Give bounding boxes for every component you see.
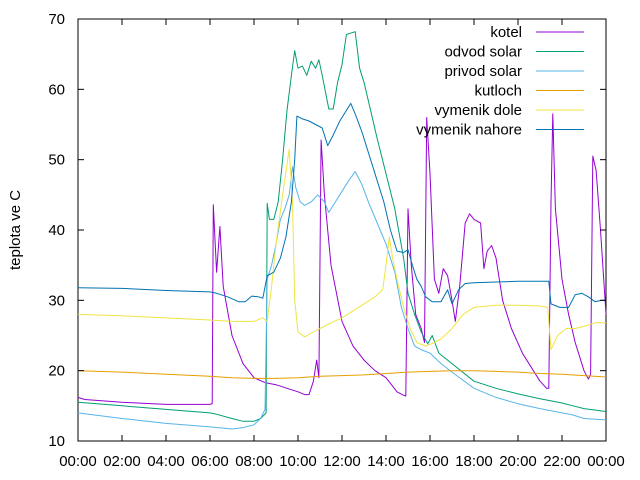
- x-tick-label: 22:00: [543, 453, 581, 470]
- y-tick-label: 40: [48, 222, 65, 239]
- x-tick-label: 16:00: [411, 453, 449, 470]
- legend: kotel odvod solar privod solar kutloch vymen…: [416, 24, 584, 139]
- legend-label: odvod solar: [444, 44, 522, 61]
- x-tick-label: 14:00: [367, 453, 405, 470]
- legend-label: vymenik dole: [434, 102, 522, 119]
- x-tick-label: 02:00: [103, 453, 141, 470]
- legend-label: kotel: [490, 24, 522, 41]
- y-tick-label: 20: [48, 363, 65, 380]
- series-line-vymenik-nahore: [77, 102, 606, 308]
- x-tick-label: 10:00: [279, 453, 317, 470]
- x-tick-label: 06:00: [191, 453, 229, 470]
- x-tick-label: 08:00: [235, 453, 273, 470]
- y-tick-label: 30: [48, 292, 65, 309]
- axis-ticks: 10 20 30 40 50 60 70 00:00 02:00 04:00 06:00 08:00 1…: [48, 11, 624, 470]
- y-tick-label: 70: [48, 11, 65, 28]
- x-tick-label: 00:00: [59, 453, 97, 470]
- series-line-kutloch: [77, 370, 607, 379]
- legend-label: kutloch: [474, 83, 522, 100]
- series-layer: [77, 31, 607, 430]
- series-line-odvod-solar: [77, 31, 607, 422]
- x-tick-label: 00:00: [587, 453, 625, 470]
- x-tick-label: 20:00: [499, 453, 537, 470]
- series-line-kotel: [77, 113, 607, 405]
- legend-label: privod solar: [444, 63, 522, 80]
- y-axis-title: teplota ve C: [7, 190, 24, 270]
- y-tick-label: 60: [48, 81, 65, 98]
- series-line-privod-solar: [77, 166, 607, 430]
- series-line-vymenik-dole: [77, 148, 606, 351]
- x-tick-label: 18:00: [455, 453, 493, 470]
- y-tick-label: 10: [48, 433, 65, 450]
- x-tick-label: 04:00: [147, 453, 185, 470]
- x-tick-label: 12:00: [323, 453, 361, 470]
- y-tick-label: 50: [48, 152, 65, 169]
- legend-label: vymenik nahore: [416, 122, 522, 139]
